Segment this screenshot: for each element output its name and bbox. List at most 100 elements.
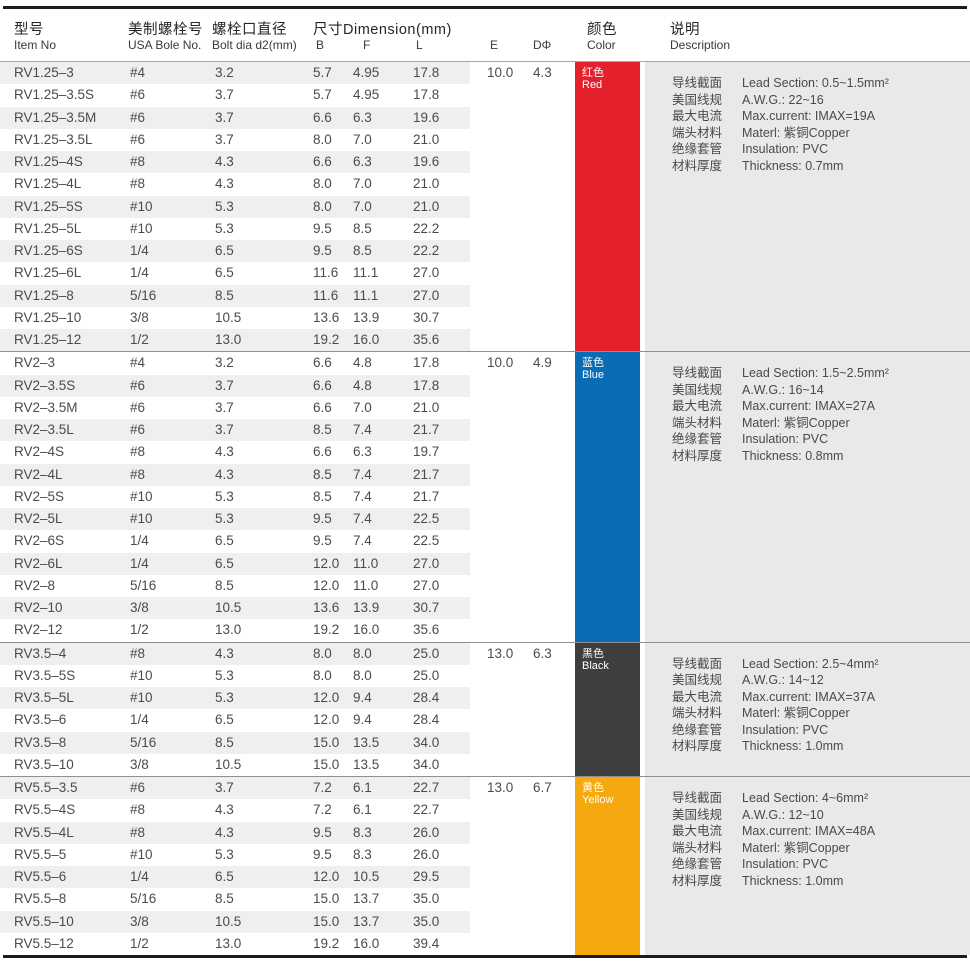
cell-bolt-dia: 3.7 (215, 377, 234, 393)
table-row: RV1.25–3.5L #6 3.7 8.0 7.0 21.0 (0, 129, 470, 151)
cell-item-no: RV2–3 (14, 355, 56, 371)
spec-row: 端头材料 Materl: 紫铜Copper (645, 415, 970, 432)
col-header-e: E (490, 38, 499, 52)
cell-dim-b: 9.5 (313, 511, 332, 526)
cell-dim-f: 4.8 (353, 377, 372, 393)
spec-row: 导线截面 Lead Section: 2.5~4mm² (645, 656, 970, 673)
cell-item-no: RV5.5–5 (14, 846, 67, 862)
col-header-bolt-dia-en: Bolt dia d2(mm) (212, 38, 297, 52)
cell-item-no: RV5.5–12 (14, 935, 74, 951)
cell-dim-l: 17.8 (413, 377, 440, 393)
cell-item-no: RV1.25–12 (14, 332, 82, 347)
spec-value-en: Thickness: 0.8mm (742, 448, 844, 463)
cell-dim-b: 7.2 (313, 802, 332, 818)
cell-dim-b: 9.5 (313, 220, 332, 236)
spec-label-zh: 美国线规 (672, 92, 723, 107)
cell-item-no: RV2–3.5L (14, 422, 74, 437)
color-swatch: 黑色 Black (575, 642, 640, 776)
cell-dim-b: 6.6 (313, 154, 332, 169)
spec-value-en: Insulation: PVC (742, 432, 829, 447)
spec-value-en: Lead Section: 4~6mm² (742, 791, 869, 805)
description-panel: 导线截面 Lead Section: 4~6mm² 美国线规 A.W.G.: 1… (645, 777, 970, 955)
dphi-column: 4.3 (516, 62, 575, 351)
cell-dim-f: 8.3 (353, 846, 372, 862)
table-row: RV5.5–4S #8 4.3 7.2 6.1 22.7 (0, 799, 470, 821)
cell-dim-f: 16.0 (353, 935, 380, 951)
cell-usa-bolt-no: 1/2 (130, 332, 149, 347)
cell-item-no: RV3.5–10 (14, 756, 74, 772)
description-panel: 导线截面 Lead Section: 0.5~1.5mm² 美国线规 A.W.G… (645, 62, 970, 352)
spec-value-en: Max.current: IMAX=48A (742, 824, 876, 838)
cell-item-no: RV1.25–10 (14, 309, 82, 325)
cell-dim-b: 12.0 (313, 690, 340, 705)
cell-dim-f: 7.0 (353, 198, 372, 214)
cell-usa-bolt-no: #10 (130, 846, 153, 862)
spec-row: 最大电流 Max.current: IMAX=27A (645, 398, 970, 415)
cell-dim-b: 12.0 (313, 869, 340, 884)
cell-usa-bolt-no: #6 (130, 131, 146, 147)
cell-bolt-dia: 6.5 (215, 243, 234, 258)
cell-usa-bolt-no: 1/4 (130, 712, 149, 728)
table-row: RV5.5–6 1/4 6.5 12.0 10.5 29.5 (0, 866, 470, 889)
dphi-value: 4.3 (533, 65, 552, 80)
cell-usa-bolt-no: 3/8 (130, 913, 149, 929)
cell-usa-bolt-no: #8 (130, 176, 146, 192)
cell-bolt-dia: 10.5 (215, 600, 242, 615)
cell-item-no: RV1.25–5L (14, 220, 82, 236)
description-panel: 导线截面 Lead Section: 1.5~2.5mm² 美国线规 A.W.G… (645, 352, 970, 642)
cell-dim-l: 21.0 (413, 198, 440, 214)
cell-dim-b: 9.5 (313, 824, 332, 840)
spec-label-zh: 端头材料 (672, 415, 723, 430)
spec-value-en: Materl: 紫铜Copper (742, 125, 850, 140)
cell-dim-l: 25.0 (413, 667, 440, 683)
col-header-description-en: Description (670, 38, 731, 52)
cell-dim-f: 8.0 (353, 667, 372, 683)
table-row: RV1.25–3.5S #6 3.7 5.7 4.95 17.8 (0, 84, 470, 106)
table-row: RV1.25–6L 1/4 6.5 11.6 11.1 27.0 (0, 262, 470, 284)
spec-value-en: Max.current: IMAX=27A (742, 399, 876, 414)
cell-dim-b: 15.0 (313, 734, 340, 750)
cell-usa-bolt-no: 1/4 (130, 869, 149, 884)
cell-item-no: RV2–5S (14, 488, 65, 504)
cell-dim-l: 17.8 (413, 355, 440, 371)
cell-dim-l: 22.5 (413, 511, 440, 526)
col-header-color-zh: 颜色 (587, 22, 617, 38)
cell-usa-bolt-no: 3/8 (130, 309, 149, 325)
cell-bolt-dia: 4.3 (215, 802, 234, 818)
cell-dim-b: 19.2 (313, 332, 340, 347)
col-header-dim-l: L (416, 38, 423, 52)
table-row: RV5.5–8 5/16 8.5 15.0 13.7 35.0 (0, 888, 470, 910)
spec-label-zh: 材料厚度 (672, 158, 723, 173)
cell-dim-f: 7.4 (353, 488, 372, 504)
cell-item-no: RV3.5–5L (14, 690, 74, 705)
spec-label-zh: 绝缘套管 (672, 142, 723, 156)
col-header-color-en: Color (587, 38, 616, 52)
cell-usa-bolt-no: 1/4 (130, 555, 149, 571)
cell-dim-f: 8.5 (353, 220, 372, 236)
table-row: RV2–5L #10 5.3 9.5 7.4 22.5 (0, 508, 470, 531)
spec-value-en: Lead Section: 1.5~2.5mm² (742, 366, 889, 381)
cell-dim-f: 13.9 (353, 309, 380, 325)
cell-dim-l: 22.7 (413, 802, 440, 818)
cell-bolt-dia: 4.3 (215, 444, 234, 460)
cell-bolt-dia: 5.3 (215, 198, 234, 214)
e-column: 10.0 (470, 62, 516, 351)
cell-dim-f: 13.7 (353, 913, 380, 929)
group-rows: RV5.5–3.5 #6 3.7 7.2 6.1 22.7 RV5.5–4S #… (0, 777, 470, 955)
cell-usa-bolt-no: 1/4 (130, 265, 149, 281)
table-row: RV2–8 5/16 8.5 12.0 11.0 27.0 (0, 575, 470, 597)
table-row: RV1.25–3 #4 3.2 5.7 4.95 17.8 (0, 62, 470, 85)
spec-value-en: A.W.G.: 12~10 (742, 807, 824, 822)
table-header: 型号 Item No 美制螺栓号 USA Bole No. 螺栓口直径 Bolt… (0, 9, 970, 61)
cell-dim-f: 4.95 (353, 65, 380, 80)
cell-dim-l: 27.0 (413, 577, 440, 593)
cell-usa-bolt-no: 5/16 (130, 891, 157, 907)
cell-item-no: RV1.25–3.5S (14, 87, 95, 103)
cell-dim-f: 8.0 (353, 645, 372, 661)
cell-dim-f: 6.1 (353, 802, 372, 818)
cell-dim-f: 9.4 (353, 690, 372, 705)
dphi-column: 6.7 (516, 777, 575, 955)
top-border-rule (3, 6, 967, 9)
cell-dim-l: 29.5 (413, 869, 440, 884)
swatch-gap (640, 642, 645, 776)
